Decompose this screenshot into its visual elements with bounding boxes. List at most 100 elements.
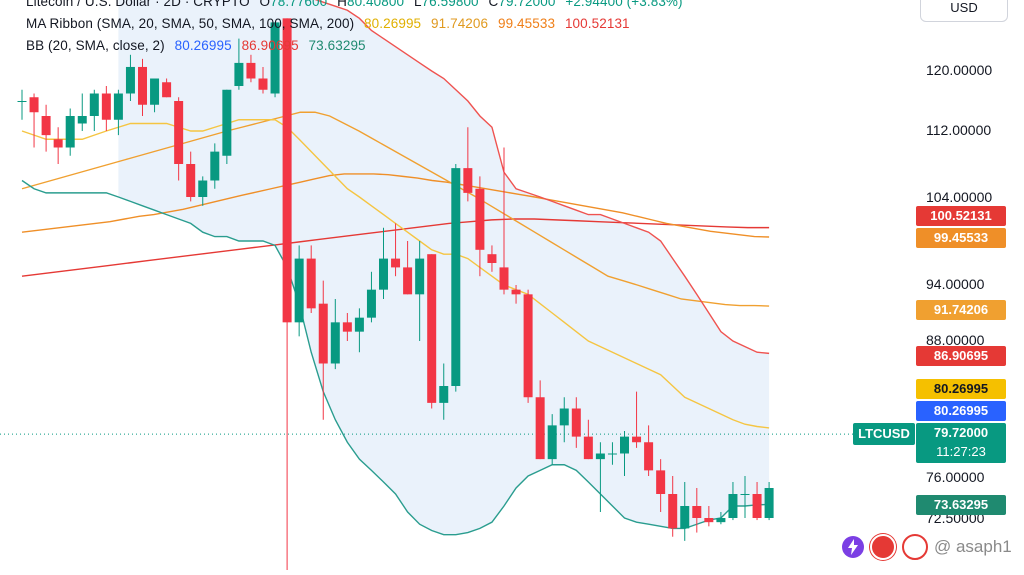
- ohlc-high-label: H: [337, 0, 347, 9]
- axis-tick-label: 104.00000: [926, 189, 993, 205]
- candle-body: [354, 317, 364, 332]
- candle-body: [403, 267, 413, 295]
- ma20-price-label: 80.26995: [916, 379, 1006, 399]
- axis-tick-label: 94.00000: [926, 276, 985, 292]
- ohlc-high: 80.40800: [346, 0, 405, 9]
- candle-body: [692, 506, 702, 518]
- candle-body: [342, 322, 352, 332]
- ohlc-low-label: L: [413, 0, 422, 9]
- candle-body: [125, 66, 135, 94]
- ma100-price-label: 99.45533: [916, 228, 1006, 248]
- watermark: @ asaph1: [842, 533, 1012, 561]
- candle-body: [680, 506, 690, 529]
- bb-lower-line: [21, 179, 770, 536]
- candle-body: [644, 442, 654, 471]
- ohlc-close-label: C: [488, 0, 499, 9]
- candle-body: [607, 453, 617, 455]
- candle-body: [174, 101, 184, 164]
- candle-body: [728, 494, 738, 518]
- ma-ribbon-v3: 99.45533: [497, 16, 556, 31]
- candle-body: [77, 116, 87, 124]
- candle-body: [595, 453, 605, 460]
- bb-upper-price-label: 86.90695: [916, 346, 1006, 366]
- candle-body: [391, 258, 401, 268]
- candle-body: [366, 289, 376, 318]
- candle-body: [17, 101, 27, 102]
- legend-ma-ribbon[interactable]: MA Ribbon (SMA, 20, SMA, 50, SMA, 100, S…: [26, 16, 636, 31]
- candle-body: [101, 93, 111, 120]
- candle-body: [704, 518, 714, 523]
- axis-tick-label: 112.00000: [926, 122, 992, 138]
- candle-body: [559, 408, 569, 426]
- legend-bb[interactable]: BB (20, SMA, close, 2) 80.26995 86.90695…: [26, 38, 372, 53]
- candle-body: [65, 116, 75, 148]
- bb-label: BB (20, SMA, close, 2): [26, 38, 165, 53]
- candle-body: [294, 258, 304, 323]
- bb-basis-value: 80.26995: [174, 38, 232, 53]
- ma50-line: [21, 111, 770, 307]
- currency-button[interactable]: USD: [920, 0, 1008, 22]
- candle-body: [246, 62, 256, 79]
- bb-upper-line: [314, 0, 770, 355]
- symbol-tag: LTCUSD: [853, 423, 915, 445]
- candle-body: [113, 93, 123, 120]
- candle-body: [547, 425, 557, 460]
- ma-ribbon-v2: 91.74206: [431, 16, 489, 31]
- axis-tick-label: 76.00000: [926, 469, 985, 485]
- bb-basis-price-label: 80.26995: [916, 401, 1006, 421]
- ohlc-low: 76.59800: [421, 0, 479, 9]
- bb-lower-price-label: 73.63295: [916, 495, 1006, 515]
- candle-body: [620, 436, 629, 454]
- candle-body: [499, 267, 509, 290]
- candle-body: [282, 18, 292, 323]
- candle-body: [198, 180, 208, 197]
- candle-body: [258, 78, 268, 90]
- candle-body: [632, 436, 642, 443]
- symbol-title: Litecoin / U.S. Dollar · 2D · CRYPTO: [26, 0, 250, 9]
- candle-body: [764, 488, 774, 518]
- ohlc-open: 78.77600: [270, 0, 328, 9]
- candle-body: [306, 258, 316, 309]
- candle-body: [535, 397, 545, 460]
- candle-body: [475, 188, 485, 250]
- candle-body: [752, 494, 762, 518]
- candle-body: [330, 322, 340, 364]
- axis-tick-label: 88.00000: [926, 332, 985, 348]
- ma100-line: [21, 173, 770, 238]
- candle-body: [89, 93, 99, 116]
- flag-icon: [870, 534, 896, 560]
- ma-ribbon-v4: 100.52131: [564, 16, 630, 31]
- candle-body: [451, 168, 461, 386]
- ma-ribbon-label: MA Ribbon (SMA, 20, SMA, 50, SMA, 100, S…: [26, 16, 355, 31]
- candle-body: [523, 294, 533, 398]
- bb-upper-value: 86.90695: [241, 38, 299, 53]
- candle-body: [210, 151, 220, 181]
- candle-body: [487, 254, 497, 263]
- candle-body: [53, 139, 63, 148]
- candle-body: [571, 408, 581, 437]
- candle-body: [150, 78, 160, 105]
- axis-tick-label: 120.00000: [926, 62, 993, 78]
- ma-ribbon-v1: 80.26995: [364, 16, 422, 31]
- ma200-price-label: 100.52131: [916, 206, 1006, 226]
- bb-lower-value: 73.63295: [308, 38, 366, 53]
- watermark-text: @ asaph1: [934, 537, 1012, 556]
- candle-body: [583, 436, 593, 460]
- candle-body: [186, 164, 196, 197]
- candle-body: [222, 89, 232, 156]
- candle-body: [29, 97, 39, 113]
- candle-body: [41, 116, 51, 136]
- lightning-icon: [842, 536, 864, 558]
- candle-body: [234, 62, 244, 86]
- legend-symbol-line: Litecoin / U.S. Dollar · 2D · CRYPTO O78…: [26, 0, 689, 9]
- ohlc-open-label: O: [259, 0, 271, 9]
- candle-body: [138, 66, 147, 105]
- candle-body: [656, 470, 666, 494]
- candle-body: [463, 168, 473, 193]
- ohlc-close: 79.72000: [498, 0, 556, 9]
- candle-body: [270, 22, 280, 94]
- ohlc-change: +2.94400 (+3.83%): [565, 0, 683, 9]
- candle-body: [318, 303, 328, 364]
- current-price-label: 79.72000 11:27:23: [916, 423, 1006, 463]
